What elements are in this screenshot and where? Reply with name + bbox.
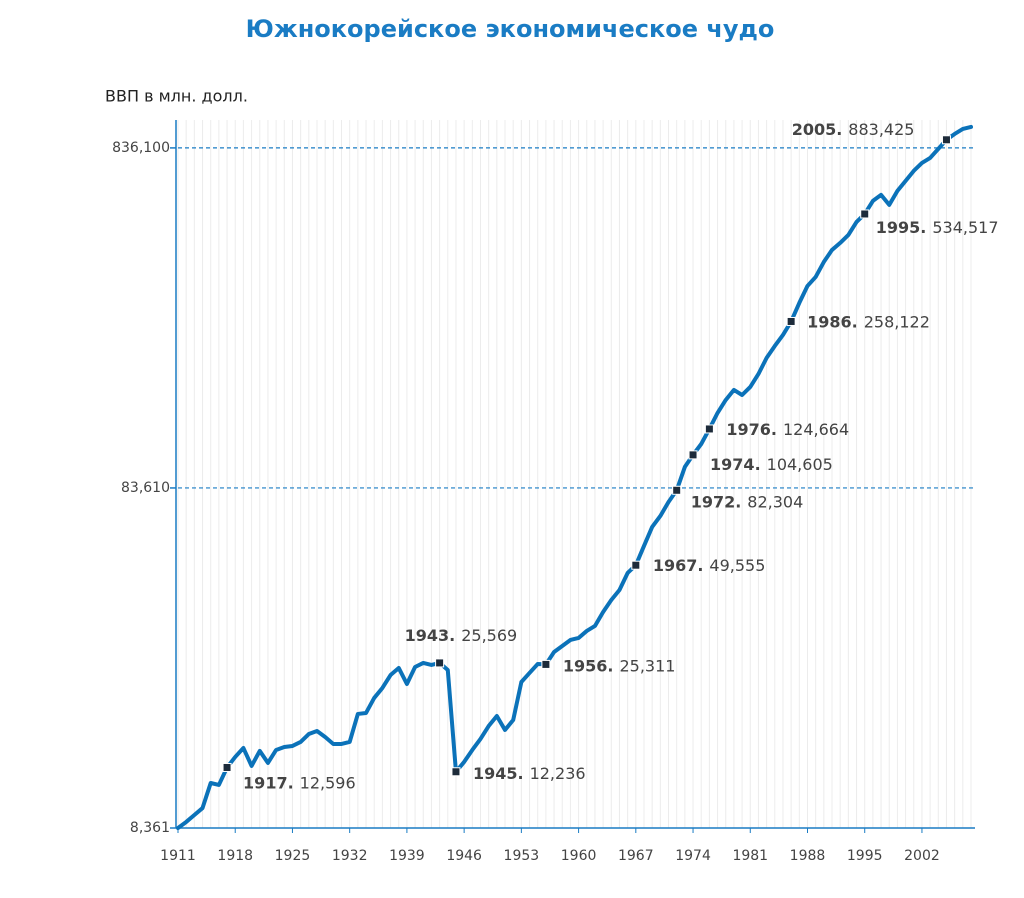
annotation-value: 883,425 [848,119,914,138]
x-tick-label: 1981 [732,848,768,864]
annotation-year: 1972. [691,492,742,511]
annotation: 1956. 25,311 [563,656,676,675]
annotation-year: 1986. [807,312,858,331]
y-tick-label: 83,610 [121,480,170,496]
annotation: 1945. 12,236 [473,763,586,782]
x-tick-label: 1974 [675,848,711,864]
annotation: 1917. 12,596 [243,773,356,792]
annotation-value: 104,605 [767,454,833,473]
annotation-value: 124,664 [783,419,849,438]
annotation-year: 1976. [726,419,777,438]
annotation-year: 1967. [653,556,704,575]
annotation-year: 1995. [876,217,927,236]
x-tick-label: 2002 [904,848,940,864]
annotation-year: 1945. [473,763,524,782]
annotation-year: 1943. [405,625,456,644]
x-tick-label: 1925 [275,848,311,864]
annotation-value: 49,555 [709,556,765,575]
annotation: 1986. 258,122 [807,312,930,331]
annotation: 1976. 124,664 [726,419,849,438]
annotation: 1995. 534,517 [876,217,999,236]
x-tick-label: 1932 [332,848,368,864]
y-tick-label: 8,361 [130,820,170,836]
point-marker [631,560,641,570]
x-tick-label: 1911 [160,848,196,864]
y-tick-label: 836,100 [112,140,170,156]
grid [170,120,975,833]
annotation-year: 1974. [710,454,761,473]
x-tick-label: 1953 [504,848,540,864]
annotation-value: 12,596 [300,773,356,792]
point-marker [541,659,551,669]
y-axis-label: ВВП в млн. долл. [105,87,248,106]
point-marker [704,424,714,434]
point-marker [451,767,461,777]
point-marker [786,316,796,326]
annotation-value: 534,517 [932,217,998,236]
x-tick-label: 1918 [217,848,253,864]
point-marker [860,209,870,219]
annotation: 1943. 25,569 [405,625,518,644]
annotation-value: 12,236 [530,763,586,782]
x-tick-label: 1967 [618,848,654,864]
point-marker [435,658,445,668]
annotation-year: 2005. [792,119,843,138]
x-tick-label: 1988 [790,848,826,864]
x-tick-label: 1995 [847,848,883,864]
annotation-value: 25,569 [461,625,517,644]
annotation-value: 82,304 [747,492,803,511]
annotation-year: 1956. [563,656,614,675]
x-tick-label: 1946 [446,848,482,864]
annotation: 2005. 883,425 [792,119,915,138]
annotation-value: 258,122 [864,312,930,331]
point-marker [941,135,951,145]
annotation: 1974. 104,605 [710,454,833,473]
point-marker [222,762,232,772]
annotation-value: 25,311 [619,656,675,675]
annotation: 1972. 82,304 [691,492,804,511]
plot: 1917. 12,596 1943. 25,569 1945. 12,236 1956. 25… [176,119,999,830]
data-line [176,124,973,830]
point-marker [672,485,682,495]
x-tick-label: 1960 [561,848,597,864]
annotation: 1967. 49,555 [653,556,766,575]
x-tick-label: 1939 [389,848,425,864]
chart-title: Южнокорейское экономическое чудо [246,15,775,43]
point-marker [688,450,698,460]
annotation-year: 1917. [243,773,294,792]
